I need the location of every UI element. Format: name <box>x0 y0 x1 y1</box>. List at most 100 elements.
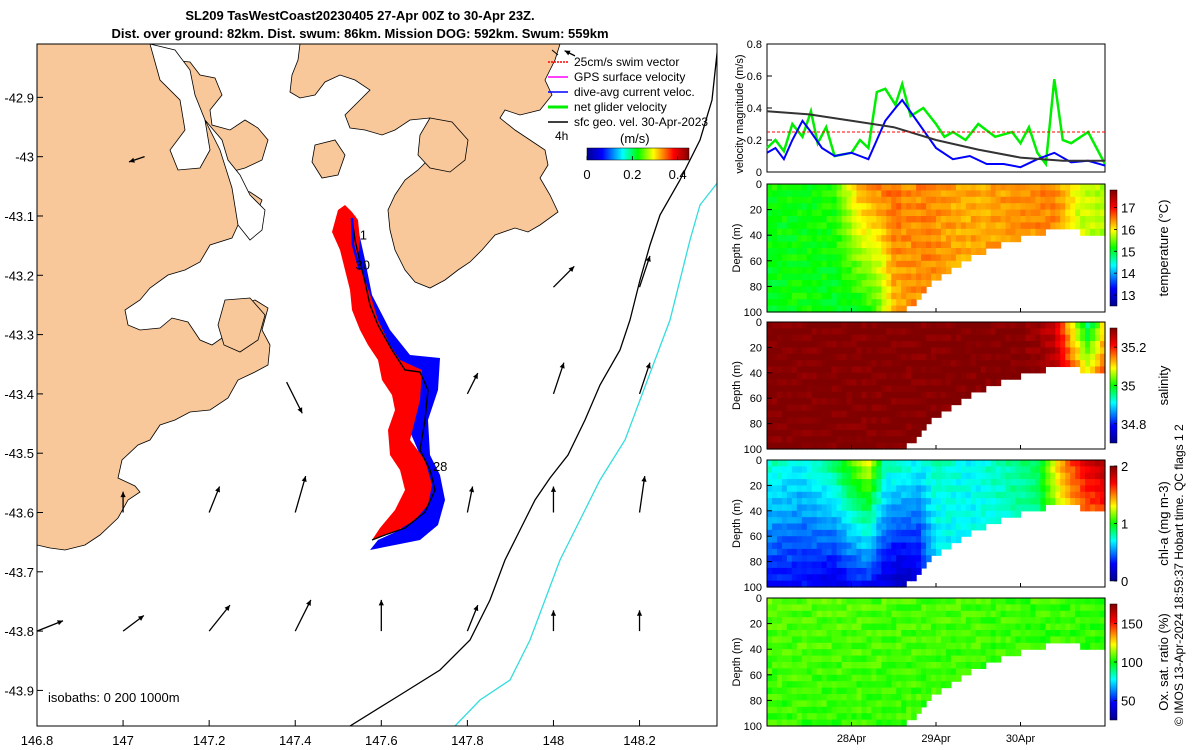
profile-cell <box>816 372 823 380</box>
profile-cell <box>980 498 987 506</box>
profile-cell <box>965 630 972 637</box>
profile-cell <box>980 222 987 230</box>
profile-cell <box>767 694 773 701</box>
legend-entry: 25cm/s swim vector <box>574 55 679 69</box>
profile-cell <box>841 460 848 467</box>
profile-cell <box>916 504 922 512</box>
profile-cell <box>816 442 823 450</box>
profile-cell <box>836 347 843 355</box>
profile-cell <box>970 353 977 361</box>
profile-cell <box>786 529 793 537</box>
profile-cell <box>791 391 798 399</box>
profile-cell <box>871 555 877 563</box>
profile-cell <box>901 529 907 537</box>
profile-cell <box>831 299 838 307</box>
profile-cell <box>901 636 907 644</box>
profile-cell <box>836 366 843 374</box>
profile-cell <box>767 574 773 582</box>
profile-cell <box>851 498 858 506</box>
profile-cell <box>767 280 773 287</box>
profile-cell <box>866 655 872 663</box>
profile-cell <box>796 292 803 300</box>
profile-cell <box>816 598 823 605</box>
profile-cell <box>821 694 828 701</box>
profile-cell <box>841 561 848 569</box>
profile-cell <box>821 328 828 336</box>
profile-cell <box>841 184 848 191</box>
profile-cell <box>831 417 838 425</box>
profile-cell <box>1040 498 1046 506</box>
profile-cell <box>796 216 803 223</box>
profile-cell <box>901 196 907 204</box>
profile-cell <box>816 404 823 412</box>
profile-cell <box>781 472 788 480</box>
profile-cell <box>791 292 798 300</box>
profile-cell <box>985 466 992 474</box>
profile-cell <box>990 617 997 625</box>
profile-cell <box>911 630 917 637</box>
profile-cell <box>955 184 962 191</box>
profile-cell <box>1065 190 1071 198</box>
profile-cell <box>861 636 868 644</box>
velocity-panel-frame <box>766 43 1106 173</box>
profile-cell <box>846 617 853 625</box>
profile-cell <box>921 542 927 550</box>
profile-cell <box>970 372 977 380</box>
profile-cell <box>856 410 863 418</box>
profile-cell <box>1085 184 1091 191</box>
profile-cell <box>1090 334 1096 342</box>
profile-cell <box>816 379 823 387</box>
profile-cell <box>975 360 982 368</box>
profile-cell <box>1025 604 1032 612</box>
profile-cell <box>995 655 1002 663</box>
profile-cell <box>1035 504 1041 512</box>
profile-cell <box>856 184 863 191</box>
profile-cell <box>926 504 932 512</box>
profile-cell <box>776 273 783 281</box>
profile-cell <box>861 292 868 300</box>
profile-cell <box>871 292 877 300</box>
profile-cell <box>1065 209 1071 217</box>
profile-cell <box>886 228 892 236</box>
profile-cell <box>985 610 992 618</box>
profile-cell <box>990 366 997 374</box>
profile-cell <box>801 410 808 418</box>
profile-cell <box>926 216 932 223</box>
profile-cell <box>1005 485 1012 493</box>
profile-colorbar-label: Ox. sat. ratio (%) <box>1156 613 1171 711</box>
profile-cell <box>926 687 932 695</box>
profile-cell <box>881 504 887 512</box>
profile-cell <box>851 580 858 588</box>
profile-cell <box>801 273 808 281</box>
profile-cell <box>1025 491 1032 499</box>
profile-cell <box>916 209 922 217</box>
velocity-series-dive-avg-current-veloc- <box>766 98 1106 169</box>
profile-cell <box>876 305 882 313</box>
profile-cell <box>786 610 793 618</box>
velocity-vector <box>466 486 475 513</box>
profile-cell <box>945 662 952 669</box>
profile-cell <box>901 248 907 255</box>
profile-cell <box>1035 222 1041 230</box>
profile-cell <box>871 203 877 211</box>
profile-cell <box>816 292 823 300</box>
profile-cell <box>931 228 937 236</box>
profile-cell <box>767 681 773 689</box>
profile-cell <box>891 668 897 676</box>
profile-cell <box>1000 360 1007 368</box>
profile-cell <box>901 642 907 650</box>
profile-cell <box>940 267 947 275</box>
profile-cell <box>911 706 917 714</box>
profile-cell <box>846 196 853 204</box>
profile-cell <box>791 429 798 437</box>
profile-cell <box>901 241 907 249</box>
profile-cell <box>1020 328 1027 336</box>
profile-cell <box>1060 222 1066 230</box>
profile-cell <box>936 668 942 676</box>
profile-cell <box>796 694 803 701</box>
profile-cell <box>901 598 907 605</box>
profile-cell <box>901 542 907 550</box>
profile-cell <box>901 649 907 657</box>
profile-cell <box>831 713 838 721</box>
profile-cell <box>861 196 868 204</box>
